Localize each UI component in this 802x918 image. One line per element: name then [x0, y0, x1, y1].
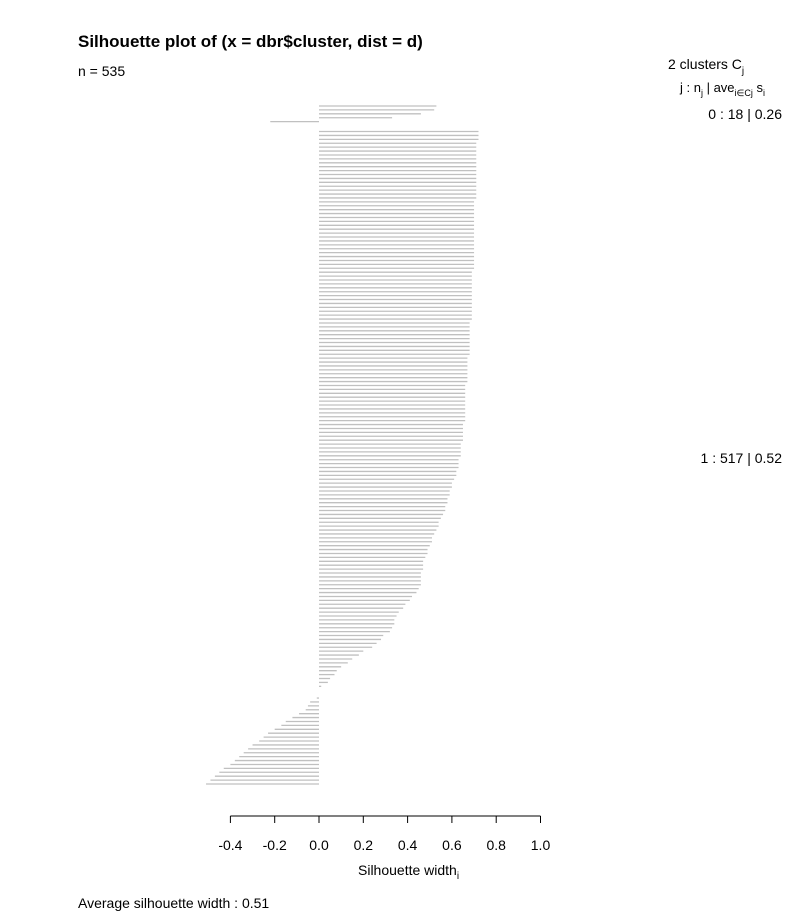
x-axis-label-text: Silhouette width: [358, 862, 457, 878]
legend-s-text: s: [753, 80, 764, 95]
cluster-labels: 0 : 18 | 0.26 1 : 517 | 0.52: [701, 106, 783, 466]
x-axis: -0.4 -0.2 0.0 0.2 0.4 0.6 0.8 1.0: [218, 815, 550, 853]
average-silhouette-width: Average silhouette width : 0.51: [78, 895, 269, 911]
legend-clusters-text: 2 clusters C: [668, 56, 742, 72]
x-tick-label: 0.8: [486, 837, 506, 853]
x-axis-label: Silhouette widthi: [358, 862, 459, 882]
x-tick-label: 1.0: [531, 837, 551, 853]
x-tick-label: 0.6: [442, 837, 462, 853]
x-tick-label: 0.4: [398, 837, 418, 853]
x-tick-label: 0.0: [309, 837, 329, 853]
x-axis-ticks: -0.4 -0.2 0.0 0.2 0.4 0.6 0.8 1.0: [218, 816, 550, 853]
silhouette-bars: [206, 105, 479, 785]
legend-header-line2: j : nj | avei∈Cj si: [679, 80, 765, 98]
legend-n-sub: j: [700, 88, 703, 98]
legend-s-sub: i: [763, 88, 765, 98]
legend-ave-text: | ave: [703, 80, 735, 95]
legend-clusters-sub: j: [741, 66, 744, 77]
legend-j-text: j : n: [679, 80, 701, 95]
cluster-label: 1 : 517 | 0.52: [701, 450, 783, 466]
cluster-label: 0 : 18 | 0.26: [708, 106, 782, 122]
x-tick-label: -0.2: [263, 837, 287, 853]
chart-title: Silhouette plot of (x = dbr$cluster, dis…: [78, 32, 423, 51]
x-axis-label-sub: i: [457, 871, 459, 882]
legend-header-line1: 2 clusters Cj: [668, 56, 744, 77]
x-tick-label: -0.4: [218, 837, 242, 853]
x-tick-label: 0.2: [354, 837, 374, 853]
chart-subtitle: n = 535: [78, 63, 125, 79]
legend-ave-sub: i∈Cj: [735, 88, 753, 98]
